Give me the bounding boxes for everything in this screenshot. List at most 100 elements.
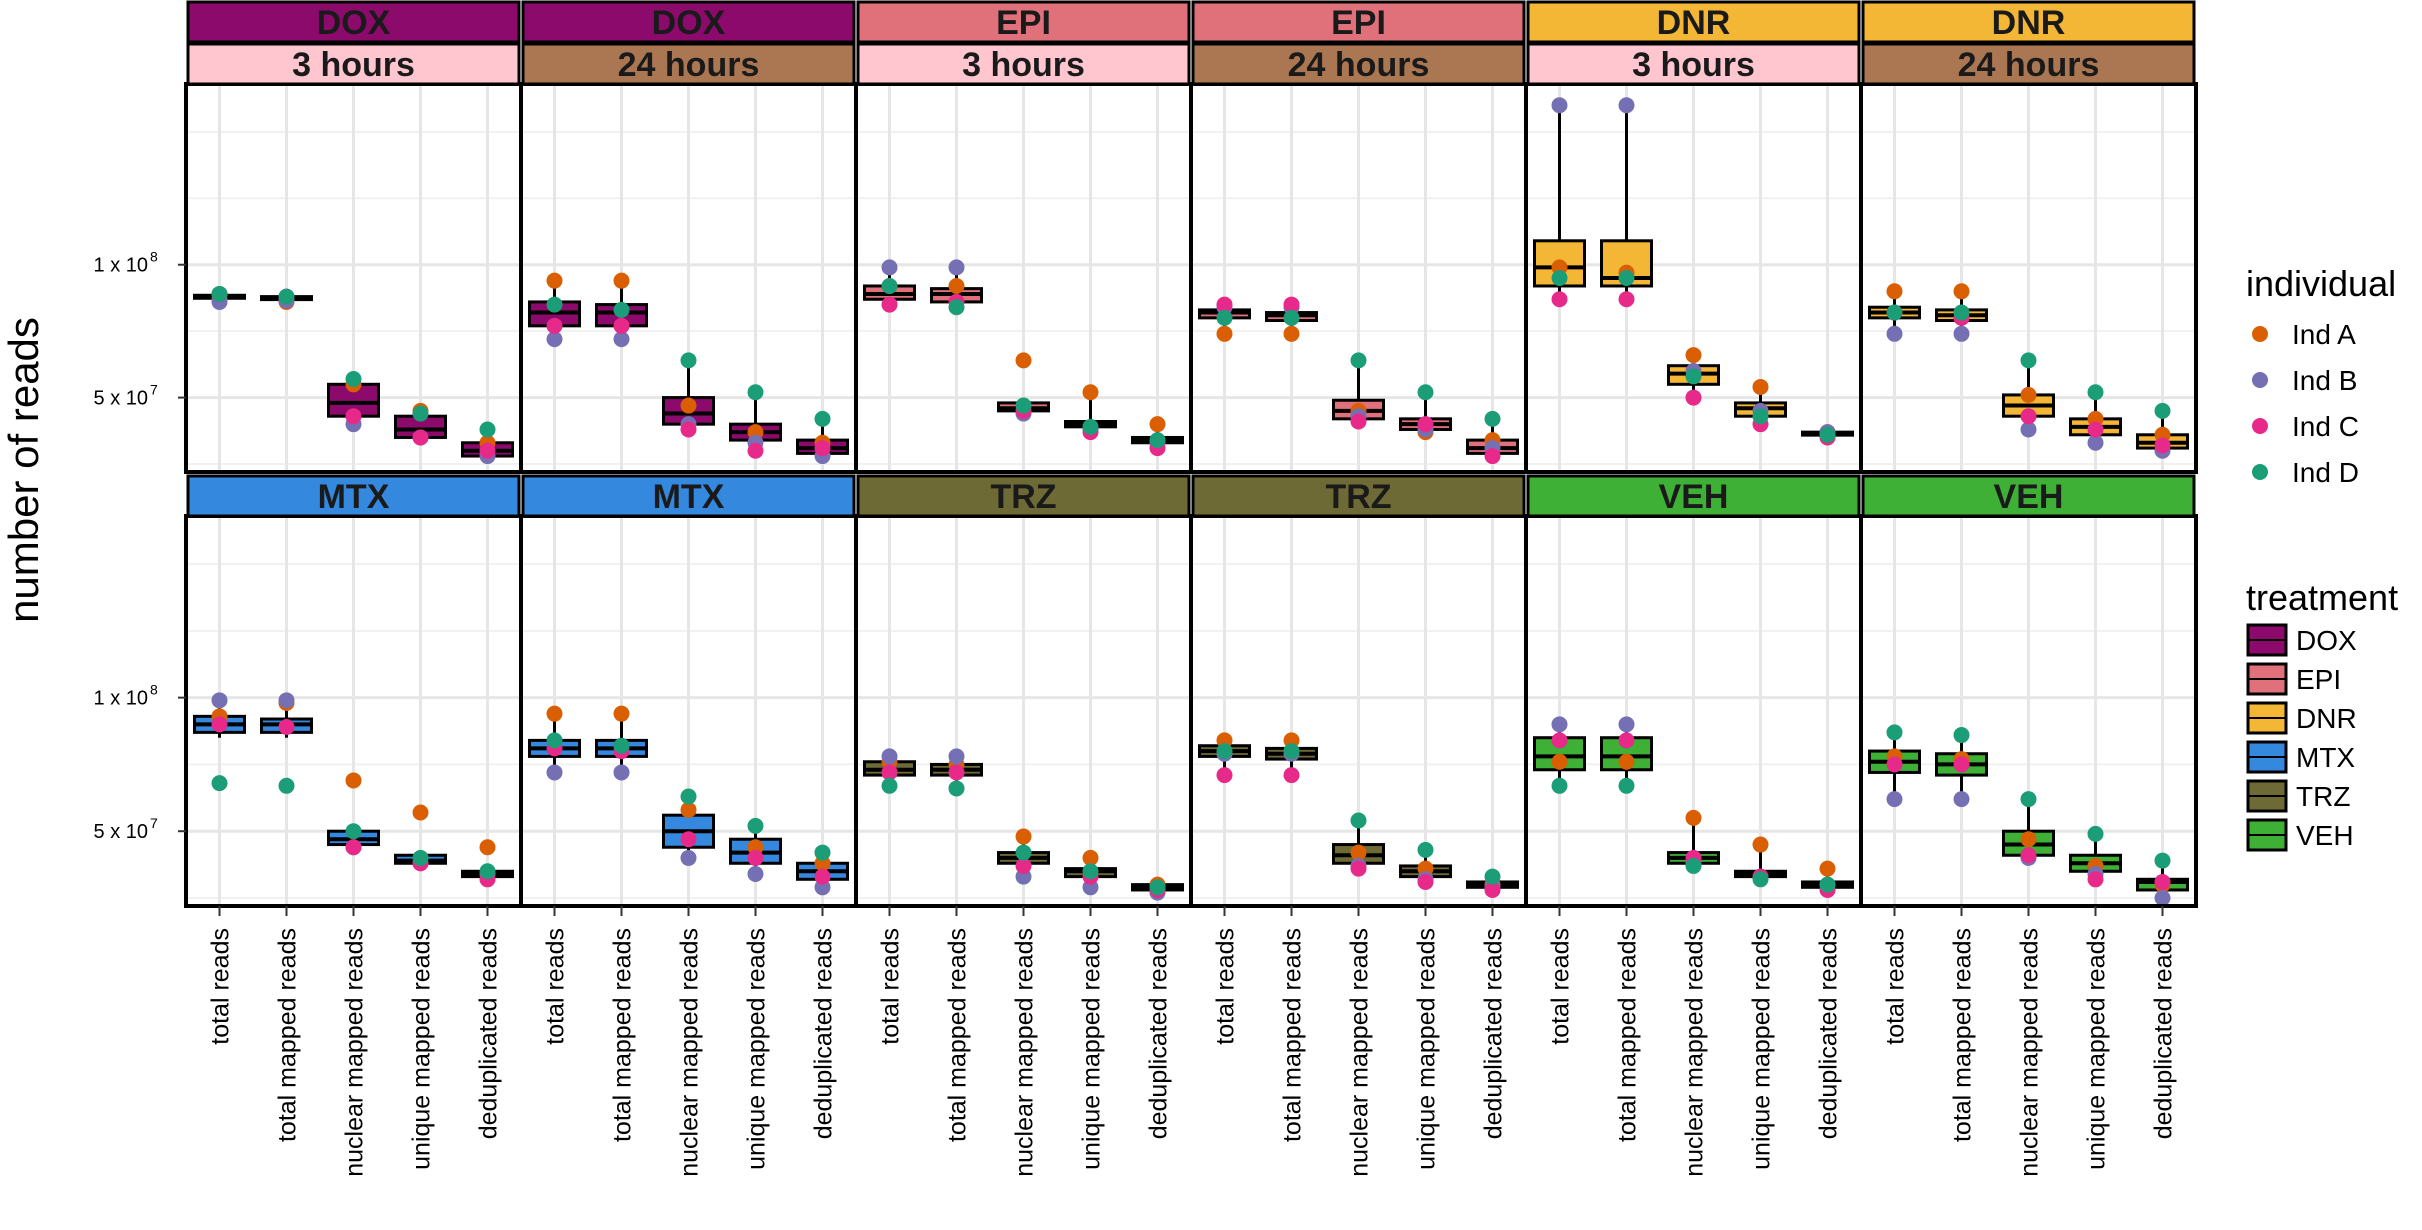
strip-treatment-label: DOX: [652, 4, 726, 42]
point-ind-d: [881, 777, 898, 794]
point-ind-b: [2154, 889, 2171, 906]
point-ind-a: [613, 272, 630, 289]
point-ind-b: [211, 692, 228, 709]
x-tick-label: total mapped reads: [1279, 928, 1307, 1142]
point-ind-a: [546, 272, 563, 289]
x-tick-label: deduplicated reads: [810, 928, 838, 1139]
point-ind-d: [948, 299, 965, 316]
point-ind-c: [881, 764, 898, 781]
point-ind-d: [613, 737, 630, 754]
point-ind-c: [345, 408, 362, 425]
legend-individual-swatch: [2252, 464, 2268, 480]
point-ind-a: [1886, 283, 1903, 300]
point-ind-d: [613, 301, 630, 318]
point-ind-c: [1618, 732, 1635, 749]
strip-treatment: [1191, 0, 1526, 44]
point-ind-d: [1484, 410, 1501, 427]
point-ind-b: [1886, 325, 1903, 342]
strip-treatment-label: MTX: [653, 478, 725, 516]
strip-treatment-label: DNR: [1657, 4, 1731, 42]
point-ind-c: [1484, 881, 1501, 898]
y-tick-label: 1 x 10: [94, 255, 148, 277]
strip-time: [1861, 42, 2196, 86]
point-ind-c: [948, 764, 965, 781]
point-ind-c: [680, 421, 697, 438]
point-ind-b: [546, 331, 563, 348]
point-ind-a: [412, 804, 429, 821]
point-ind-c: [2087, 421, 2104, 438]
strip-treatment: [1526, 474, 1861, 518]
legend-treatment-label: DNR: [2296, 703, 2357, 734]
point-ind-b: [948, 259, 965, 276]
legend-individual-label: Ind B: [2292, 365, 2357, 396]
point-ind-b: [1618, 716, 1635, 733]
point-ind-d: [1618, 270, 1635, 286]
point-ind-a: [1685, 809, 1702, 826]
x-tick-label: unique mapped reads: [1413, 928, 1441, 1170]
point-ind-a: [1082, 384, 1099, 401]
point-ind-d: [2154, 402, 2171, 419]
strip-time-label: 3 hours: [962, 46, 1085, 84]
point-ind-c: [2154, 873, 2171, 890]
point-ind-c: [1350, 413, 1367, 430]
point-ind-d: [814, 844, 831, 861]
strip-treatment-label: TRZ: [1325, 478, 1391, 516]
point-ind-d: [1819, 876, 1836, 893]
point-ind-d: [1551, 777, 1568, 794]
strip-time: [1191, 42, 1526, 86]
point-ind-a: [1149, 416, 1166, 433]
legend-treatment-label: DOX: [2296, 625, 2357, 656]
point-ind-b: [1551, 97, 1568, 114]
point-ind-d: [1417, 841, 1434, 858]
strip-treatment: [521, 0, 856, 44]
point-ind-d: [1886, 724, 1903, 741]
legend-individual-label: Ind D: [2292, 457, 2359, 488]
x-tick-label: total mapped reads: [944, 928, 972, 1142]
point-ind-a: [680, 801, 697, 818]
point-ind-a: [1685, 347, 1702, 364]
point-ind-a: [1551, 753, 1568, 770]
point-ind-b: [881, 259, 898, 276]
y-tick-exponent: 8: [150, 249, 158, 265]
point-ind-d: [1886, 304, 1903, 321]
strip-time-label: 24 hours: [1288, 46, 1430, 84]
point-ind-d: [1819, 426, 1836, 443]
y-tick-exponent: 8: [150, 682, 158, 698]
strip-treatment-label: DOX: [317, 4, 391, 42]
point-ind-b: [2087, 434, 2104, 451]
strip-time: [521, 42, 856, 86]
point-ind-c: [1551, 291, 1568, 308]
point-ind-d: [412, 849, 429, 866]
y-tick-exponent: 7: [150, 382, 158, 398]
point-ind-c: [747, 442, 764, 459]
point-ind-b: [546, 764, 563, 781]
strip-time-label: 3 hours: [1632, 46, 1755, 84]
point-ind-c: [1417, 416, 1434, 433]
strip-time-label: 24 hours: [618, 46, 760, 84]
strip-time-label: 3 hours: [292, 46, 415, 84]
point-ind-c: [2154, 437, 2171, 454]
point-ind-d: [1752, 408, 1769, 425]
x-tick-label: total reads: [1882, 928, 1910, 1045]
point-ind-c: [1216, 767, 1233, 784]
legend-treatment-label: MTX: [2296, 742, 2355, 773]
x-tick-label: nuclear mapped reads: [1011, 928, 1039, 1177]
point-ind-d: [1216, 743, 1233, 760]
strip-time: [856, 42, 1191, 86]
x-tick-label: total mapped reads: [1614, 928, 1642, 1142]
legend-treatment-label: TRZ: [2296, 781, 2350, 812]
point-ind-c: [1015, 857, 1032, 874]
x-tick-label: unique mapped reads: [408, 928, 436, 1170]
point-ind-a: [948, 277, 965, 294]
strip-treatment: [856, 474, 1191, 518]
point-ind-b: [948, 748, 965, 765]
point-ind-c: [412, 429, 429, 446]
strip-layer: DOX 3 hours DOX 24 hours EPI 3 hours EPI 24 hou…: [186, 0, 2196, 518]
x-tick-label: total reads: [542, 928, 570, 1045]
x-tick-label: unique mapped reads: [1748, 928, 1776, 1170]
point-ind-d: [2087, 384, 2104, 401]
point-ind-d: [747, 384, 764, 401]
x-tick-label: total reads: [1212, 928, 1240, 1045]
point-ind-d: [546, 296, 563, 313]
